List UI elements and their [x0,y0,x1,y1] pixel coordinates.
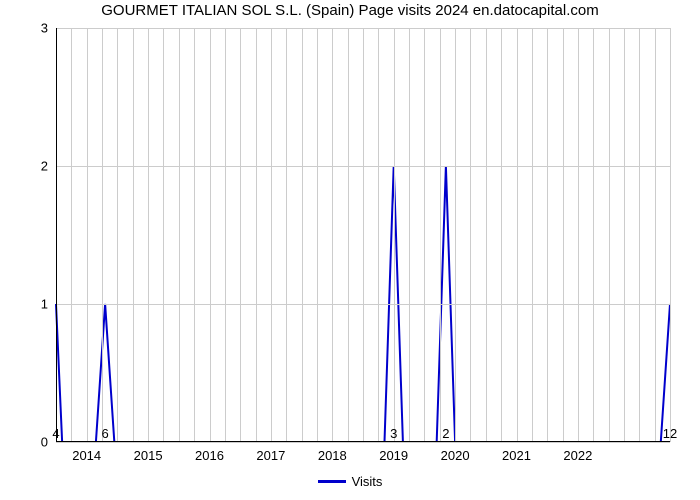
grid-line-vertical [194,28,195,442]
y-tick-label: 1 [28,297,48,312]
grid-line-vertical [133,28,134,442]
grid-line-vertical [363,28,364,442]
x-tick-label: 2020 [441,448,470,463]
y-axis-line [56,28,57,442]
grid-line-vertical [455,28,456,442]
grid-line-vertical [117,28,118,442]
grid-line-vertical [87,28,88,442]
y-tick-label: 2 [28,159,48,174]
grid-line-vertical [578,28,579,442]
grid-line-vertical [71,28,72,442]
x-tick-label: 2016 [195,448,224,463]
data-point-label: 12 [663,426,677,441]
x-tick-label: 2019 [379,448,408,463]
grid-line-vertical [210,28,211,442]
grid-line-vertical [486,28,487,442]
plot-area [56,28,670,442]
grid-line-vertical [348,28,349,442]
grid-line-vertical [102,28,103,442]
grid-line-vertical [317,28,318,442]
legend-swatch [318,480,346,483]
grid-line-vertical [179,28,180,442]
grid-line-vertical [394,28,395,442]
grid-line-vertical [655,28,656,442]
legend-label: Visits [352,474,383,489]
chart-title: GOURMET ITALIAN SOL S.L. (Spain) Page vi… [0,2,700,19]
data-point-label: 3 [390,426,397,441]
grid-line-vertical [409,28,410,442]
grid-line-vertical [501,28,502,442]
grid-line-vertical [517,28,518,442]
grid-line-vertical [286,28,287,442]
grid-line-vertical [302,28,303,442]
x-tick-label: 2014 [72,448,101,463]
grid-line-vertical [163,28,164,442]
grid-line-vertical [148,28,149,442]
page-visits-chart: GOURMET ITALIAN SOL S.L. (Spain) Page vi… [0,0,700,500]
grid-line-vertical [470,28,471,442]
grid-line-horizontal [56,442,670,443]
data-point-label: 2 [442,426,449,441]
x-tick-label: 2021 [502,448,531,463]
grid-line-vertical [547,28,548,442]
grid-line-vertical [378,28,379,442]
grid-line-vertical [532,28,533,442]
data-point-label: 4 [52,426,59,441]
x-axis-line [56,441,670,442]
grid-line-vertical [424,28,425,442]
chart-legend: Visits [0,470,700,489]
grid-line-vertical [609,28,610,442]
grid-line-vertical [624,28,625,442]
grid-line-vertical [440,28,441,442]
grid-line-vertical [593,28,594,442]
x-tick-label: 2017 [256,448,285,463]
y-tick-label: 3 [28,21,48,36]
grid-line-vertical [639,28,640,442]
grid-line-vertical [240,28,241,442]
grid-line-vertical [271,28,272,442]
legend-item-visits: Visits [318,474,383,489]
data-point-label: 6 [101,426,108,441]
grid-line-vertical [332,28,333,442]
x-tick-label: 2015 [134,448,163,463]
grid-line-vertical [563,28,564,442]
y-tick-label: 0 [28,435,48,450]
x-tick-label: 2018 [318,448,347,463]
grid-line-vertical [670,28,671,442]
grid-line-vertical [225,28,226,442]
x-tick-label: 2022 [563,448,592,463]
grid-line-vertical [256,28,257,442]
